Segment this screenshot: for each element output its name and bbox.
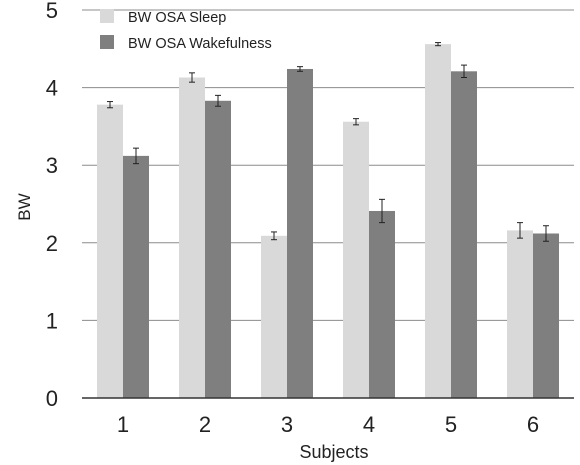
error-bars bbox=[107, 42, 549, 242]
legend: BW OSA Sleep BW OSA Wakefulness bbox=[100, 9, 272, 52]
x-tick-label: 2 bbox=[199, 412, 211, 437]
x-axis-label: Subjects bbox=[299, 442, 368, 462]
bar bbox=[97, 104, 123, 398]
y-tick-label: 0 bbox=[46, 386, 58, 411]
bar bbox=[287, 68, 313, 398]
legend-swatch bbox=[100, 35, 114, 49]
legend-label: BW OSA Wakefulness bbox=[128, 36, 272, 52]
x-tick-label: 5 bbox=[445, 412, 457, 437]
bar bbox=[507, 230, 533, 398]
x-tick-label: 6 bbox=[527, 412, 539, 437]
bar bbox=[533, 233, 559, 398]
gridlines bbox=[82, 9, 574, 321]
x-tick-label: 3 bbox=[281, 412, 293, 437]
bar bbox=[261, 235, 287, 398]
bar bbox=[123, 155, 149, 398]
bar bbox=[369, 210, 395, 398]
bar bbox=[451, 71, 477, 398]
x-tick-labels: 1 2 3 4 5 6 bbox=[117, 412, 539, 437]
bar bbox=[343, 121, 369, 398]
y-tick-label: 3 bbox=[46, 153, 58, 178]
bar bbox=[179, 77, 205, 399]
y-tick-labels: 0 1 2 3 4 5 bbox=[46, 0, 58, 411]
y-axis-label: BW bbox=[15, 193, 34, 220]
bar bbox=[425, 44, 451, 398]
y-tick-label: 1 bbox=[46, 308, 58, 333]
y-tick-label: 5 bbox=[46, 0, 58, 23]
x-tick-label: 1 bbox=[117, 412, 129, 437]
y-tick-label: 4 bbox=[46, 76, 58, 101]
y-tick-label: 2 bbox=[46, 231, 58, 256]
x-tick-label: 4 bbox=[363, 412, 375, 437]
bars bbox=[97, 44, 559, 399]
legend-label: BW OSA Sleep bbox=[128, 10, 226, 26]
bar bbox=[205, 100, 231, 399]
legend-swatch bbox=[100, 9, 114, 23]
